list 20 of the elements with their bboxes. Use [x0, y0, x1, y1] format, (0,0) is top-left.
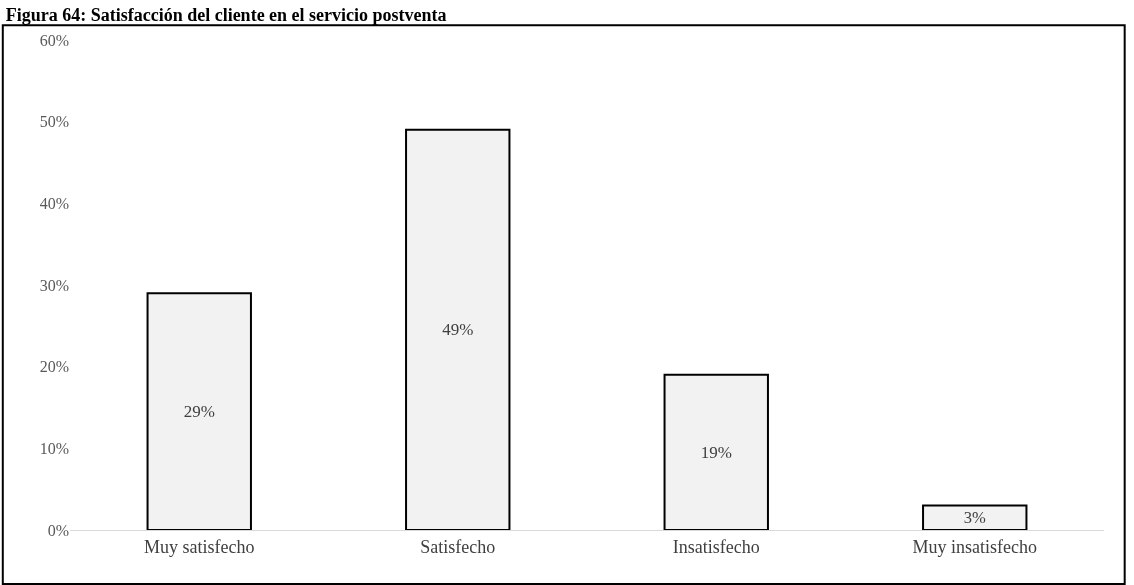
x-tick-label: Satisfecho: [420, 536, 496, 557]
y-tick-label: 40%: [39, 194, 69, 212]
y-tick-label: 10%: [39, 439, 69, 457]
data-label: 19%: [700, 442, 732, 462]
bar: [405, 128, 511, 530]
chart-title: Figura 64: Satisfacción del cliente en el servicio postventa: [5, 5, 447, 26]
x-tick-label: Insatisfecho: [672, 536, 760, 557]
bar: [663, 373, 769, 530]
bar: [146, 292, 252, 530]
y-tick-label: 20%: [39, 358, 69, 376]
x-tick-label: Muy insatisfecho: [912, 536, 1037, 557]
bar: [922, 504, 1028, 530]
data-label: 29%: [183, 402, 215, 422]
y-tick-label: 50%: [39, 113, 69, 131]
data-label: 49%: [442, 320, 474, 340]
y-tick-label: 30%: [39, 276, 69, 294]
y-tick-label: 0%: [47, 521, 69, 539]
data-label: 3%: [963, 508, 986, 528]
x-tick-label: Muy satisfecho: [144, 536, 255, 557]
y-tick-label: 60%: [39, 31, 69, 49]
